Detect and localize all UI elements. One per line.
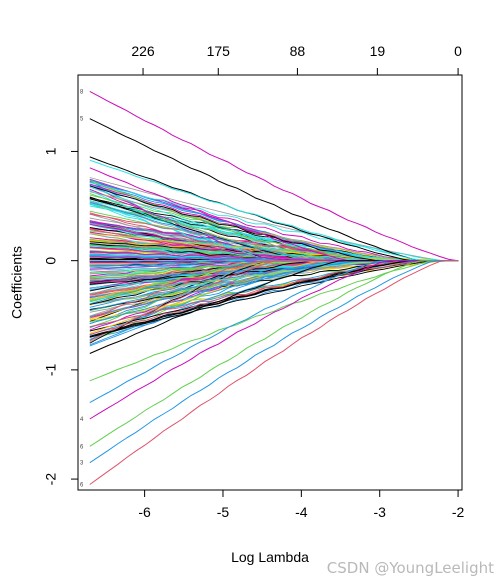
series-line <box>89 90 459 262</box>
x-tick-label: -5 <box>217 504 230 520</box>
series-line <box>89 159 459 262</box>
series-line <box>89 260 459 464</box>
top-tick-label: 0 <box>454 43 462 59</box>
y-tick-label: -2 <box>43 473 59 486</box>
axes-layer: -6 -5 -4 -3 -2 226 175 88 19 0 -2 -1 0 1 Log Lambda Coe… <box>9 43 465 565</box>
series-layer: 8 5 6 3 6 4 <box>80 89 459 489</box>
x-tick-label: -4 <box>295 504 308 520</box>
y-tick-label: -1 <box>43 363 59 376</box>
top-tick-label: 175 <box>207 43 231 59</box>
series-line <box>89 260 459 335</box>
series-line <box>89 233 459 262</box>
plot-frame <box>77 74 463 491</box>
series-line <box>89 245 459 262</box>
top-tick-label: 19 <box>370 43 386 59</box>
y-tick-label: 0 <box>43 257 59 265</box>
top-tick-label: 88 <box>290 43 306 59</box>
x-tick-label: -3 <box>373 504 386 520</box>
series-line <box>89 260 459 338</box>
series-line <box>89 260 459 328</box>
series-line <box>89 260 459 420</box>
x-tick-label: -6 <box>138 504 151 520</box>
coefficient-label: 6 <box>80 444 84 450</box>
coefficient-label: 3 <box>80 461 84 467</box>
series-line <box>89 177 459 262</box>
y-axis-label: Coefficients <box>9 246 25 319</box>
coefficient-label: 8 <box>80 89 84 95</box>
y-tick-label: 1 <box>43 147 59 155</box>
watermark: CSDN @YoungLeelight <box>326 559 494 577</box>
series-line <box>89 260 459 338</box>
x-axis-label: Log Lambda <box>231 549 309 565</box>
coefficient-label: 5 <box>80 117 84 123</box>
series-line <box>89 260 459 485</box>
series-line <box>89 181 459 262</box>
coefficient-label: 6 <box>80 483 84 489</box>
series-line <box>89 118 459 262</box>
series-line <box>89 260 459 382</box>
x-tick-label: -2 <box>452 504 465 520</box>
series-line <box>89 156 459 262</box>
coefficient-label: 4 <box>80 417 84 423</box>
top-tick-label: 226 <box>131 43 155 59</box>
series-line <box>89 260 459 447</box>
